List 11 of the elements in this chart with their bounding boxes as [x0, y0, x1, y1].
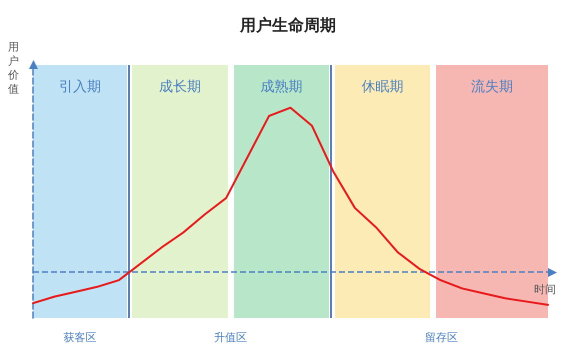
text: 成熟期	[260, 79, 302, 95]
text: 升值区	[214, 331, 247, 344]
text: 引入期	[59, 79, 101, 95]
text: 休眠期	[362, 79, 404, 95]
text: 成长期	[159, 79, 201, 95]
y-axis-title: 用户价值	[7, 40, 19, 96]
text: 流失期	[471, 79, 513, 95]
chart-title: 用户生命周期	[239, 16, 336, 34]
text: 获客区	[64, 331, 96, 344]
x-axis-title: 时间	[534, 283, 556, 296]
text: 留存区	[425, 331, 458, 344]
